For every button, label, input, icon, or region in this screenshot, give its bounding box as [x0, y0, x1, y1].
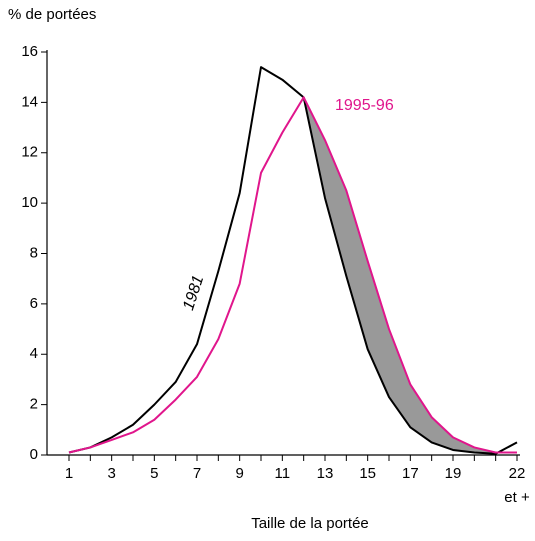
x-tick-label: 9 [235, 465, 243, 482]
x-tick-label: 17 [402, 465, 419, 482]
x-tick-label: 22 [509, 465, 526, 482]
x-tick-label: 7 [193, 465, 201, 482]
line-series [68, 66, 518, 455]
x-tick-label: 3 [107, 465, 115, 482]
series-label: 1981 [180, 273, 207, 312]
x-note: et + [504, 489, 530, 506]
line-series [68, 96, 517, 454]
x-axis-label: Taille de la portée [251, 515, 369, 532]
x-tick-label: 13 [317, 465, 334, 482]
y-tick-label: 2 [30, 396, 38, 413]
y-tick-label: 14 [21, 93, 38, 110]
y-tick-label: 16 [21, 43, 38, 60]
x-tick-label: 11 [275, 465, 291, 482]
y-tick-label: 8 [30, 244, 38, 261]
y-tick-label: 10 [21, 194, 38, 211]
x-tick-label: 1 [65, 465, 73, 482]
y-tick-label: 6 [30, 295, 38, 312]
x-tick-label: 5 [150, 465, 158, 482]
x-tick-label: 19 [445, 465, 462, 482]
y-tick-label: 0 [30, 446, 38, 463]
y-tick-label: 12 [21, 144, 38, 161]
y-tick-label: 4 [30, 345, 38, 362]
x-tick-label: 15 [359, 465, 376, 482]
fill-between [303, 97, 496, 454]
y-axis-label: % de portées [8, 6, 96, 23]
series-label: 1995-96 [335, 97, 394, 114]
